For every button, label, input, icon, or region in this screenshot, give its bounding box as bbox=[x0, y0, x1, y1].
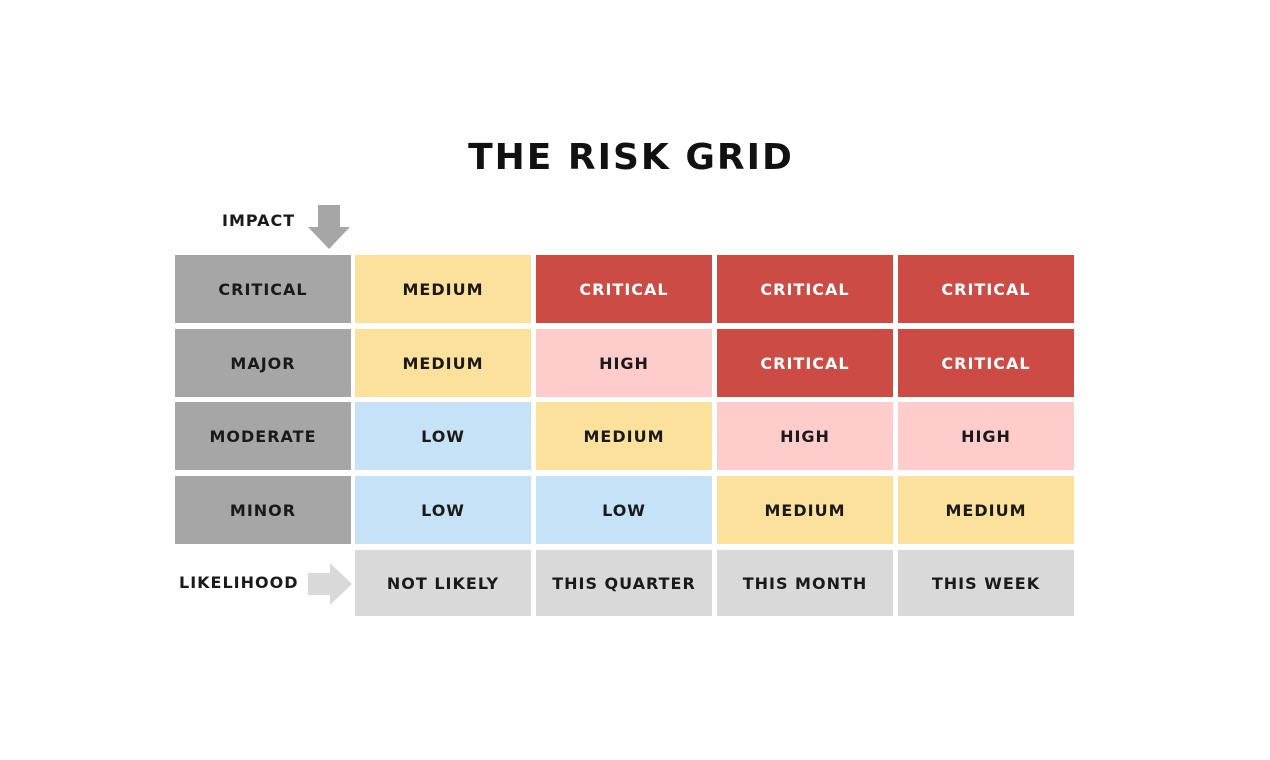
likelihood-axis-label: LIKELIHOOD bbox=[179, 573, 299, 592]
page-title: THE RISK GRID bbox=[468, 137, 794, 178]
impact-axis-label: IMPACT bbox=[222, 211, 296, 230]
risk-cell: MEDIUM bbox=[898, 476, 1074, 544]
likelihood-level-not-likely: NOT LIKELY bbox=[355, 550, 531, 616]
risk-cell: MEDIUM bbox=[355, 255, 531, 323]
arrow-right-icon bbox=[308, 563, 352, 605]
risk-cell: MEDIUM bbox=[355, 329, 531, 397]
risk-cell: LOW bbox=[355, 402, 531, 470]
risk-cell: CRITICAL bbox=[536, 255, 712, 323]
risk-cell: MEDIUM bbox=[717, 476, 893, 544]
likelihood-level-this-quarter: THIS QUARTER bbox=[536, 550, 712, 616]
risk-cell: HIGH bbox=[898, 402, 1074, 470]
risk-cell: MEDIUM bbox=[536, 402, 712, 470]
impact-level-major: MAJOR bbox=[175, 329, 351, 397]
impact-level-minor: MINOR bbox=[175, 476, 351, 544]
risk-cell: CRITICAL bbox=[898, 329, 1074, 397]
risk-cell: CRITICAL bbox=[717, 329, 893, 397]
impact-level-moderate: MODERATE bbox=[175, 402, 351, 470]
arrow-down-icon bbox=[308, 205, 350, 249]
impact-level-critical: CRITICAL bbox=[175, 255, 351, 323]
risk-cell: CRITICAL bbox=[898, 255, 1074, 323]
risk-cell: LOW bbox=[355, 476, 531, 544]
likelihood-level-this-month: THIS MONTH bbox=[717, 550, 893, 616]
risk-cell: LOW bbox=[536, 476, 712, 544]
risk-cell: HIGH bbox=[536, 329, 712, 397]
risk-cell: CRITICAL bbox=[717, 255, 893, 323]
likelihood-level-this-week: THIS WEEK bbox=[898, 550, 1074, 616]
risk-cell: HIGH bbox=[717, 402, 893, 470]
